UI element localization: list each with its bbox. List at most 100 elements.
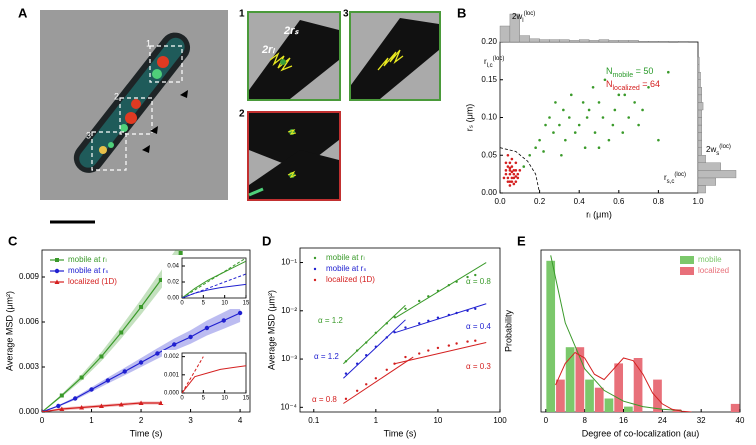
subscript: s xyxy=(716,151,719,157)
inset-2 xyxy=(247,111,341,201)
marker xyxy=(56,403,61,409)
marker xyxy=(344,397,348,401)
marker xyxy=(158,278,163,282)
plot-frame xyxy=(181,352,247,394)
annotation: Nlocalized = 64 xyxy=(606,79,660,91)
point xyxy=(504,172,508,176)
error-band xyxy=(42,250,181,412)
legend-swatch xyxy=(680,267,694,275)
hist-bar xyxy=(569,40,580,43)
point xyxy=(597,146,601,149)
point xyxy=(657,138,660,142)
point xyxy=(562,108,565,112)
marker xyxy=(155,351,160,356)
bar xyxy=(594,387,604,412)
boundary xyxy=(500,147,540,193)
point xyxy=(508,172,512,176)
point xyxy=(558,123,561,127)
point xyxy=(548,116,551,119)
y-tick-label: 10⁻⁴ xyxy=(280,402,297,411)
marker xyxy=(79,405,85,410)
marker xyxy=(355,389,359,392)
point xyxy=(506,180,510,183)
subscript: l,c xyxy=(487,63,493,69)
inset-1 xyxy=(247,11,341,101)
point xyxy=(621,131,625,134)
image-label: 2 xyxy=(114,91,119,101)
x-tick-label: 0.0 xyxy=(494,197,506,206)
point xyxy=(544,123,547,127)
x-axis-label: Time (s) xyxy=(384,428,417,438)
point xyxy=(518,169,522,172)
bar xyxy=(633,358,643,412)
fit-line xyxy=(394,262,487,319)
error-band xyxy=(42,304,241,412)
point xyxy=(581,101,585,104)
point xyxy=(637,123,640,127)
hist-bar xyxy=(658,41,669,43)
marker xyxy=(139,305,144,309)
plot-area xyxy=(500,70,670,193)
y-tick-label: 0.000 xyxy=(164,391,180,397)
annotation: α = 1.2 xyxy=(314,352,339,361)
marker xyxy=(42,409,44,412)
point xyxy=(516,176,520,180)
series-line xyxy=(182,260,246,298)
series-line xyxy=(182,365,246,393)
x-axis-label: Time (s) xyxy=(130,428,163,438)
inset-background xyxy=(162,350,249,404)
annotation: rl,c(loc) xyxy=(484,56,504,69)
annotation: α = 1.2 xyxy=(318,316,343,325)
hist-bar xyxy=(697,132,702,141)
point xyxy=(538,138,541,142)
x-tick-label: 5 xyxy=(202,396,206,402)
panel-label: A xyxy=(18,5,28,20)
hist-bar xyxy=(539,39,550,43)
x-tick-label: 2 xyxy=(139,416,144,425)
point xyxy=(512,182,516,186)
hist-bar xyxy=(697,147,702,156)
hist-bar xyxy=(697,56,700,65)
marker xyxy=(79,375,84,380)
point xyxy=(569,93,573,97)
marker xyxy=(72,396,78,401)
point xyxy=(510,157,514,161)
x-tick-label: 0.4 xyxy=(574,197,586,206)
point xyxy=(583,146,587,149)
legend-label: localized (1D) xyxy=(68,277,117,286)
marker xyxy=(138,360,144,365)
hist-bar xyxy=(618,40,629,43)
annotation-part: α = 1.2 xyxy=(314,352,339,361)
marker xyxy=(466,340,469,343)
point xyxy=(512,169,516,172)
x-tick-label: 15 xyxy=(243,301,250,307)
point xyxy=(508,169,512,172)
superscript: (loc) xyxy=(674,172,686,178)
point xyxy=(504,161,508,165)
point xyxy=(516,172,520,176)
x-tick-label: 0 xyxy=(180,301,184,307)
inset-3 xyxy=(349,11,441,101)
subscript: l xyxy=(522,18,523,24)
point xyxy=(611,123,615,127)
point xyxy=(627,116,630,119)
annotation-part: N xyxy=(606,79,613,89)
x-tick-label: 4 xyxy=(238,416,243,425)
point xyxy=(593,131,597,134)
marker xyxy=(474,339,477,342)
annotation: 2wl(loc) xyxy=(512,11,535,24)
inset-label: 1 xyxy=(239,9,245,20)
annotation: α = 0.3 xyxy=(466,362,491,371)
hist-bar xyxy=(678,41,689,43)
point xyxy=(512,172,516,176)
point xyxy=(512,176,516,180)
y-tick-label: 0.002 xyxy=(164,354,180,360)
point xyxy=(534,146,537,149)
legend-marker xyxy=(313,278,317,282)
marker xyxy=(221,318,226,323)
bar xyxy=(546,260,556,412)
hist-bar xyxy=(697,162,721,171)
point xyxy=(587,108,591,112)
plot-area xyxy=(343,262,487,404)
marker xyxy=(385,368,388,371)
